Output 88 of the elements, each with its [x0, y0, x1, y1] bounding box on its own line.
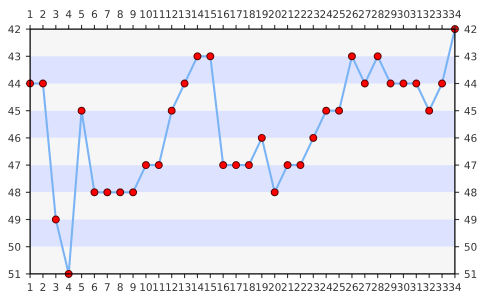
y-tick-label: 44 — [8, 80, 20, 88]
y-tick-label: 42 — [8, 25, 20, 34]
y-tick-label: 49 — [8, 216, 20, 224]
x-tick-label: 5 — [79, 283, 84, 291]
x-tick-label: 9 — [130, 283, 136, 291]
y-tick-label: 46 — [8, 134, 20, 142]
x2-tick-label: 22 — [294, 10, 306, 18]
y-tick-label: 43 — [8, 52, 20, 60]
x-tick-label: 18 — [243, 283, 255, 291]
x-tick-label: 19 — [256, 283, 268, 291]
x2-tick-label: 19 — [256, 10, 268, 18]
x2-tick-label: 28 — [372, 10, 384, 18]
y-tick-label: 48 — [8, 188, 20, 196]
y2-tick-label: 44 — [464, 80, 477, 88]
x-tick-label: 20 — [268, 283, 281, 291]
x2-tick-label: 21 — [282, 10, 294, 18]
x2-tick-label: 29 — [384, 10, 396, 18]
x2-tick-label: 11 — [153, 10, 164, 18]
y2-tick-label: 50 — [464, 242, 477, 251]
y2-tick-label: 47 — [464, 161, 476, 170]
x2-tick-label: 30 — [398, 10, 410, 18]
y2-tick-label: 46 — [464, 134, 477, 142]
x2-tick-label: 31 — [410, 10, 422, 18]
y2-tick-label: 48 — [464, 188, 476, 196]
x2-tick-label: 4 — [66, 10, 72, 18]
y2-tick-label: 42 — [464, 25, 476, 34]
x2-tick-label: 7 — [104, 10, 110, 18]
x-tick-label: 4 — [66, 283, 72, 291]
x-tick-label: 23 — [307, 283, 320, 291]
x-tick-label: 26 — [346, 283, 358, 291]
x-tick-label: 34 — [449, 283, 461, 291]
x2-tick-label: 34 — [449, 10, 461, 18]
x2-tick-label: 1 — [28, 10, 32, 18]
y2-tick-label: 51 — [464, 270, 476, 278]
x-tick-label: 31 — [410, 283, 422, 291]
x-tick-label: 32 — [423, 283, 435, 291]
x2-tick-label: 32 — [423, 10, 435, 18]
x-tick-label: 24 — [320, 283, 332, 291]
x2-tick-label: 17 — [230, 10, 242, 18]
x-tick-label: 29 — [384, 283, 396, 291]
x-tick-label: 13 — [179, 283, 190, 291]
x-tick-label: 15 — [204, 283, 216, 291]
y2-tick-label: 49 — [464, 216, 476, 224]
x2-tick-label: 20 — [268, 10, 281, 18]
x-tick-label: 1 — [28, 283, 32, 291]
x2-tick-label: 10 — [140, 10, 152, 18]
x2-tick-label: 6 — [92, 10, 98, 18]
y2-tick-label: 45 — [464, 107, 476, 115]
x-tick-label: 3 — [53, 283, 58, 291]
x2-tick-label: 13 — [179, 10, 190, 18]
x2-tick-label: 15 — [204, 10, 216, 18]
y2-tick-label: 43 — [464, 52, 476, 60]
x2-tick-label: 25 — [333, 10, 345, 18]
x2-tick-label: 24 — [320, 10, 332, 18]
x-tick-label: 27 — [358, 283, 371, 291]
x-tick-label: 28 — [372, 283, 384, 291]
x2-tick-label: 12 — [166, 10, 178, 18]
x2-tick-label: 16 — [218, 10, 230, 18]
x2-tick-label: 26 — [346, 10, 358, 18]
x2-tick-label: 2 — [40, 10, 46, 18]
x2-tick-label: 33 — [436, 10, 448, 18]
x-tick-label: 10 — [140, 283, 152, 291]
x-tick-label: 17 — [230, 283, 242, 291]
y-tick-label: 45 — [8, 107, 20, 115]
y-tick-label: 51 — [8, 270, 20, 278]
x-tick-label: 12 — [166, 283, 178, 291]
x-tick-label: 14 — [192, 283, 204, 291]
x2-tick-label: 3 — [53, 10, 58, 18]
x2-tick-label: 14 — [192, 10, 204, 18]
x-tick-label: 8 — [118, 283, 123, 291]
x-tick-label: 21 — [282, 283, 294, 291]
x2-tick-label: 9 — [130, 10, 136, 18]
y-tick-label: 50 — [8, 242, 20, 251]
y-tick-label: 47 — [8, 161, 20, 170]
x-tick-label: 16 — [218, 283, 230, 291]
x-tick-label: 11 — [153, 283, 164, 291]
x-tick-label: 25 — [333, 283, 345, 291]
x-tick-label: 2 — [40, 283, 46, 291]
x2-tick-label: 27 — [358, 10, 371, 18]
x2-tick-label: 8 — [118, 10, 123, 18]
x-tick-label: 33 — [436, 283, 448, 291]
x2-tick-label: 23 — [307, 10, 320, 18]
x-tick-label: 30 — [398, 283, 410, 291]
x2-tick-label: 18 — [243, 10, 255, 18]
x-tick-label: 7 — [104, 283, 110, 291]
x2-tick-label: 5 — [79, 10, 84, 18]
x-tick-label: 6 — [92, 283, 98, 291]
x-tick-label: 22 — [294, 283, 306, 291]
